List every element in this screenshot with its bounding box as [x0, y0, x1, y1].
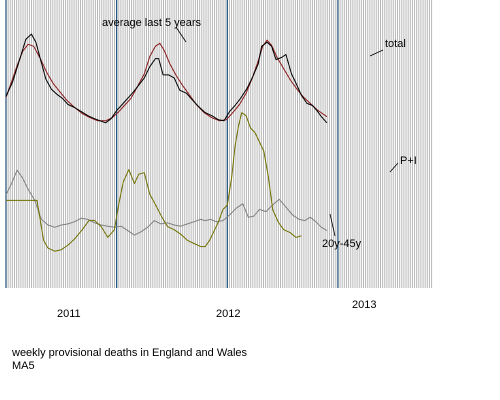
series-layer [5, 33, 328, 252]
annotation-pi-label: P+I [400, 155, 417, 167]
series-line-20y-45y [5, 169, 328, 236]
pointer-average [175, 26, 187, 43]
year-label-2011: 2011 [57, 308, 81, 320]
annotation-total-label: total [385, 38, 406, 50]
chart-caption-subtitle: MA5 [12, 360, 35, 372]
weekly-gridlines [5, 0, 433, 288]
annotation-average-label: average last 5 years [102, 17, 202, 29]
annotation-pointers [175, 26, 399, 237]
year-divider-lines [5, 0, 339, 288]
series-line-total [5, 33, 328, 124]
plot-background [0, 0, 432, 288]
year-label-2012: 2012 [216, 308, 240, 320]
series-line-average-last-5-years [5, 39, 328, 122]
pointer-age [329, 213, 336, 237]
series-line-p-i [6, 112, 302, 252]
annotation-age-label: 20y-45y [322, 238, 362, 250]
pointer-pi [389, 162, 399, 173]
year-label-2013: 2013 [352, 299, 376, 311]
pointer-total [369, 49, 384, 57]
chart-caption-title: weekly provisional deaths in England and… [12, 347, 248, 359]
